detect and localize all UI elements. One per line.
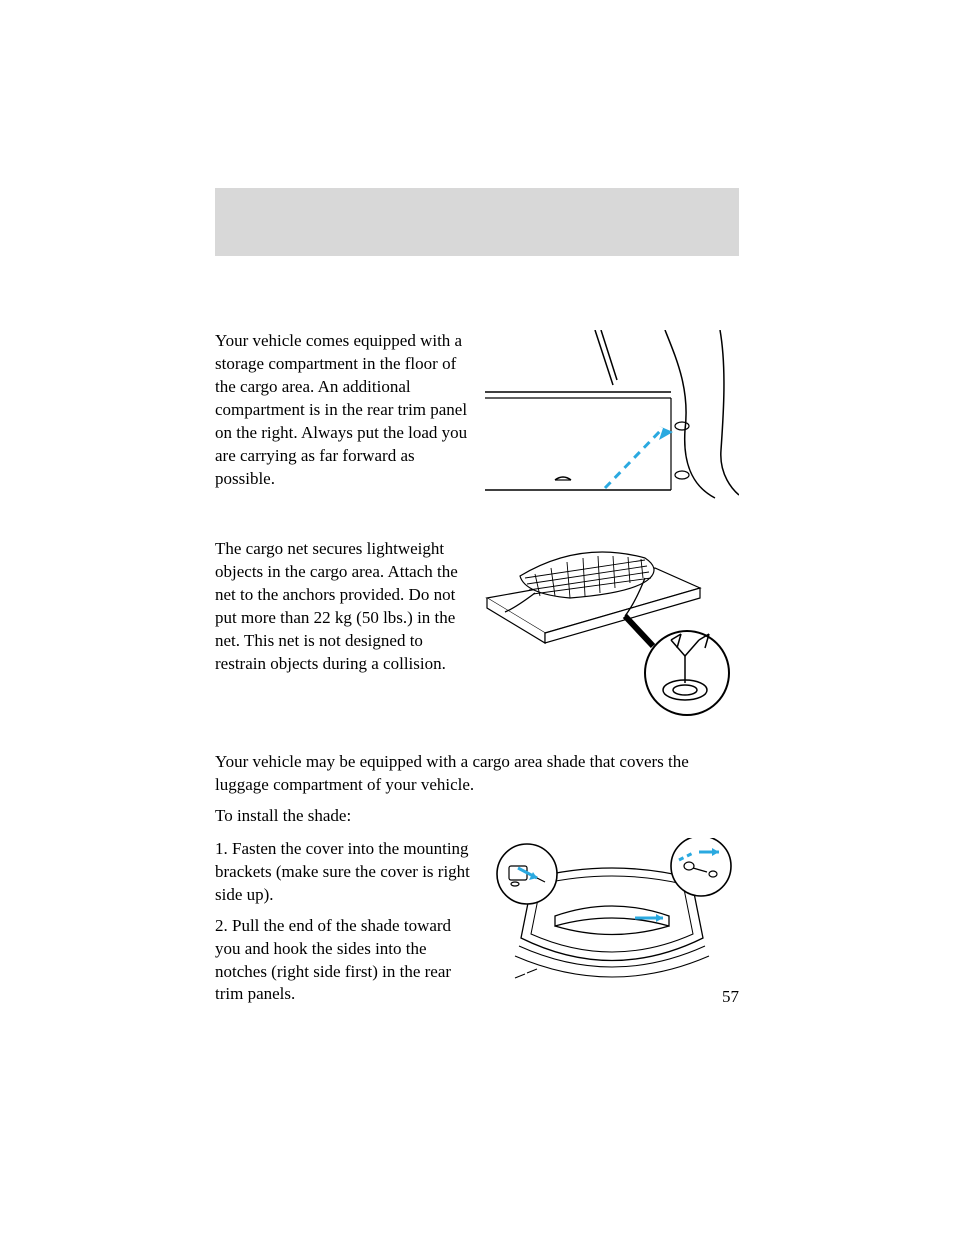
cargo-net-illustration	[485, 538, 739, 723]
section2-paragraph: The cargo net secures lightweight object…	[215, 538, 475, 676]
section-header-band	[215, 188, 739, 256]
section3-intro: Your vehicle may be equipped with a carg…	[215, 751, 739, 797]
section-cargo-shade: 1. Fasten the cover into the mounting br…	[215, 838, 739, 1015]
section1-figure	[485, 330, 739, 510]
section-cargo-shade-intro: Your vehicle may be equipped with a carg…	[215, 751, 739, 828]
section1-paragraph: Your vehicle comes equipped with a stora…	[215, 330, 475, 491]
section3-text-column: 1. Fasten the cover into the mounting br…	[215, 838, 485, 1015]
section3-step1: 1. Fasten the cover into the mounting br…	[215, 838, 475, 907]
page-number: 57	[722, 986, 739, 1009]
page-content: Your vehicle comes equipped with a stora…	[215, 330, 739, 1042]
section3-lead: To install the shade:	[215, 805, 739, 828]
page: Your vehicle comes equipped with a stora…	[0, 0, 954, 1235]
section-storage-compartment: Your vehicle comes equipped with a stora…	[215, 330, 739, 510]
cargo-shade-illustration	[485, 838, 739, 998]
cargo-floor-illustration	[485, 330, 739, 510]
section3-step2: 2. Pull the end of the shade toward you …	[215, 915, 475, 1007]
section2-figure	[485, 538, 739, 723]
section3-figure	[485, 838, 739, 998]
section2-text-column: The cargo net secures lightweight object…	[215, 538, 485, 684]
section-cargo-net: The cargo net secures lightweight object…	[215, 538, 739, 723]
section1-text-column: Your vehicle comes equipped with a stora…	[215, 330, 485, 499]
